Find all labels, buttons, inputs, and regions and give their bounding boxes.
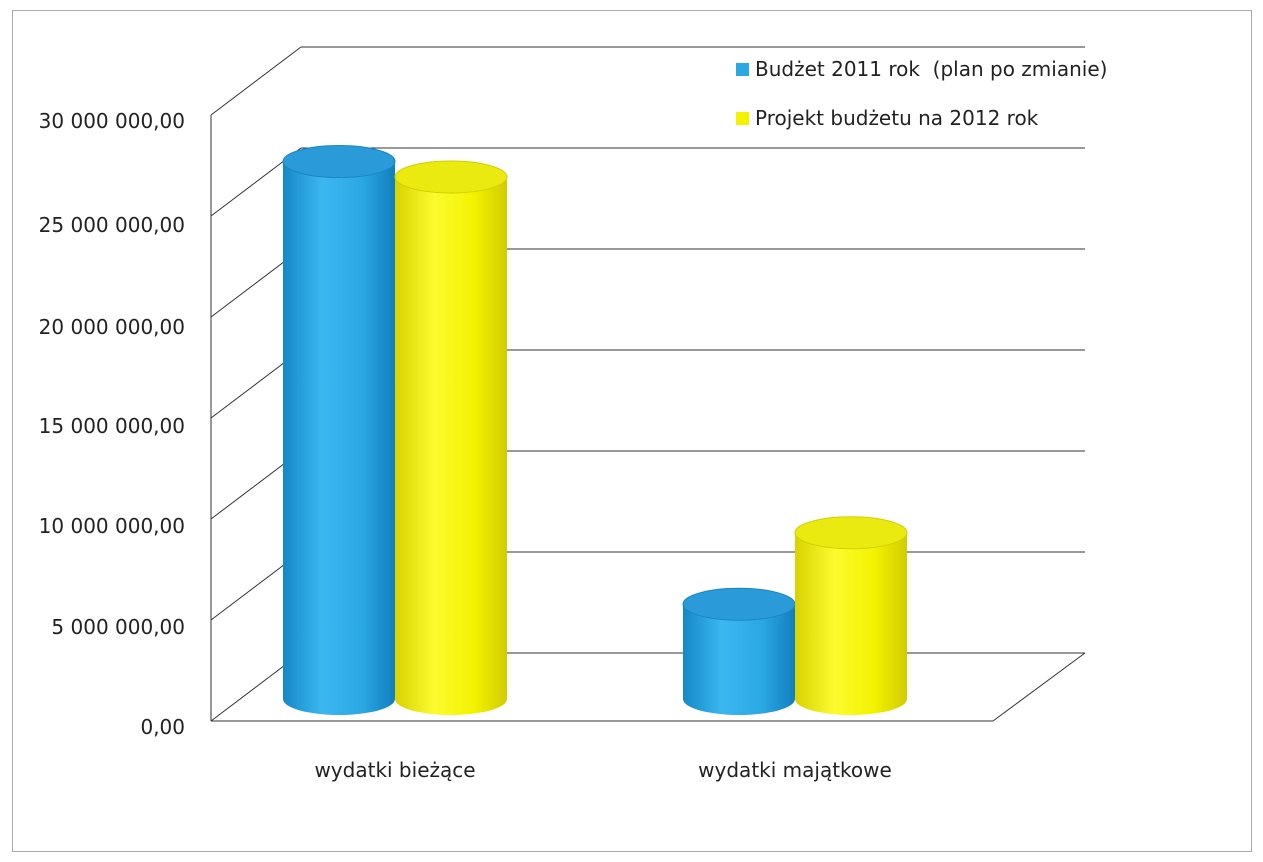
bar-budzet-2011 bbox=[683, 604, 795, 715]
bar-top-projekt-2012 bbox=[794, 516, 908, 550]
bar-top-projekt-2012 bbox=[394, 160, 508, 194]
y-tick-label: 20 000 000,00 bbox=[39, 315, 185, 339]
x-category-label: wydatki bieżące bbox=[314, 758, 475, 782]
chart-frame: 30 000 000,00 25 000 000,00 20 000 000,0… bbox=[12, 10, 1252, 852]
y-tick-label: 25 000 000,00 bbox=[39, 213, 185, 237]
legend: Budżet 2011 rok (plan po zmianie) Projek… bbox=[736, 57, 1107, 130]
y-tick-label: 10 000 000,00 bbox=[39, 514, 185, 538]
legend-swatch-projekt-2012 bbox=[736, 112, 749, 125]
bar-top-budzet-2011 bbox=[682, 587, 796, 621]
floor-edge bbox=[992, 652, 1086, 722]
bar-top-budzet-2011 bbox=[282, 145, 396, 179]
y-tick-label: 30 000 000,00 bbox=[39, 109, 185, 133]
bar-projekt-2012 bbox=[795, 532, 907, 715]
chart-area: 30 000 000,00 25 000 000,00 20 000 000,0… bbox=[39, 46, 1107, 782]
y-tick-label: 0,00 bbox=[140, 715, 185, 739]
legend-swatch-budzet-2011 bbox=[736, 63, 749, 76]
y-tick-label: 15 000 000,00 bbox=[39, 414, 185, 438]
bar-projekt-2012 bbox=[395, 177, 507, 715]
x-category-label: wydatki majątkowe bbox=[698, 758, 892, 782]
y-tick-label: 5 000 000,00 bbox=[51, 615, 185, 639]
gridline-depth bbox=[210, 46, 302, 116]
legend-label: Projekt budżetu na 2012 rok bbox=[755, 106, 1039, 130]
bar-budzet-2011 bbox=[283, 161, 395, 716]
legend-label: Budżet 2011 rok (plan po zmianie) bbox=[755, 57, 1107, 81]
